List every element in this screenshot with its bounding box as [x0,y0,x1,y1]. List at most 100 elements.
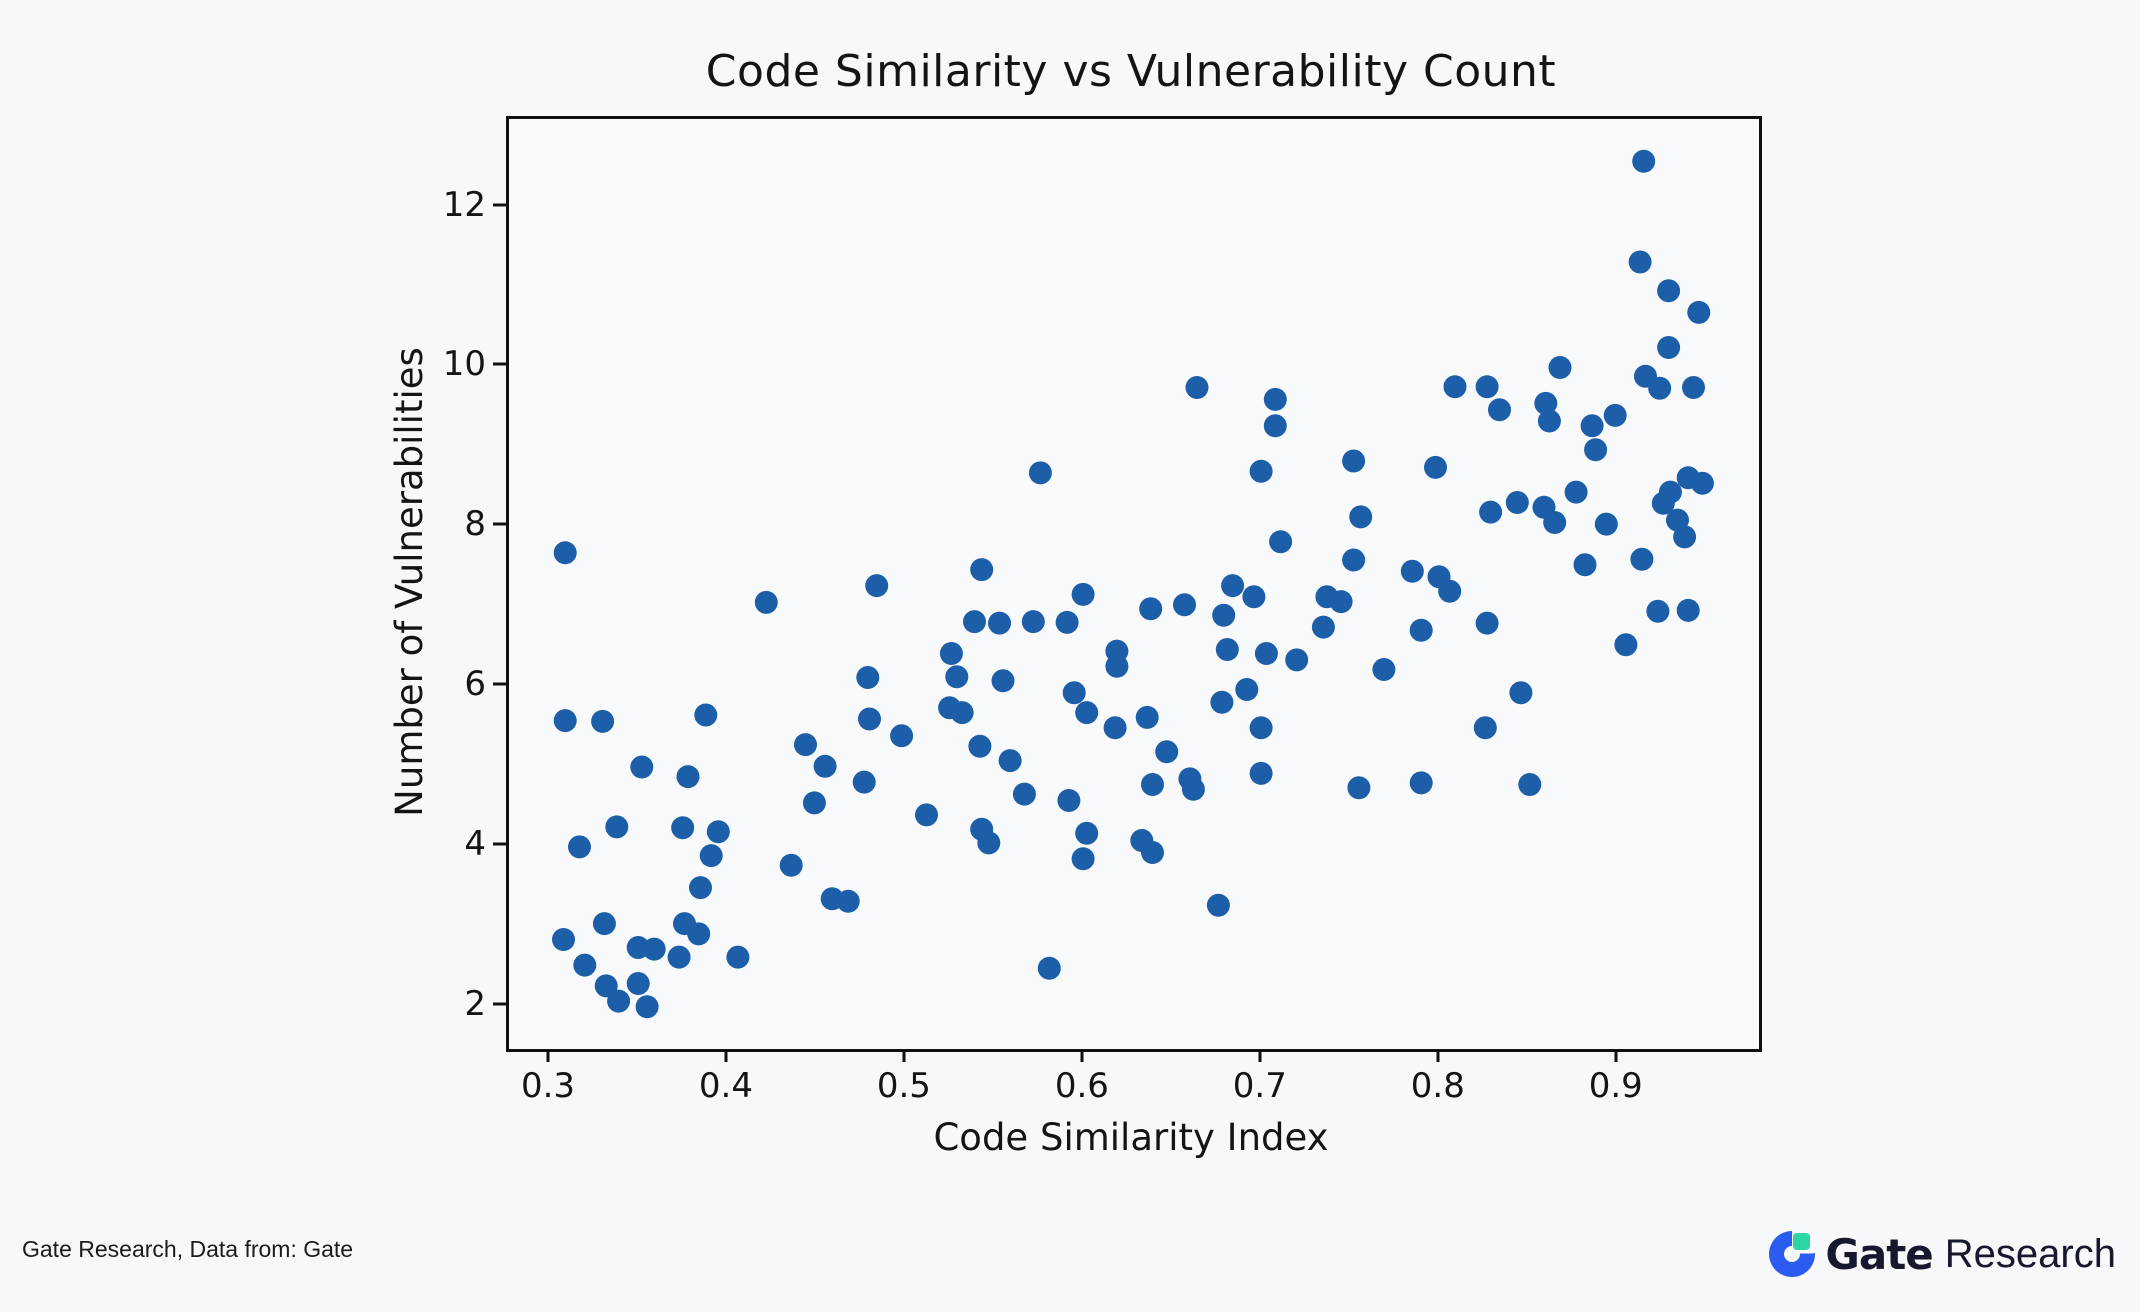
scatter-point [1242,585,1266,609]
scatter-point [667,945,691,969]
scatter-point [1181,777,1205,801]
y-tick-label: 8 [464,504,486,545]
scatter-point [1342,548,1366,572]
scatter-point [856,666,880,689]
scatter-point [1584,438,1608,462]
y-tick-mark [493,1002,506,1006]
scatter-point [1690,471,1714,495]
scatter-point [552,928,575,951]
scatter-point [1534,391,1558,415]
scatter-point [605,815,629,839]
scatter-point [1580,414,1604,438]
scatter-point [699,844,723,868]
scatter-point [915,803,938,827]
x-tick-label: 0.3 [520,1066,576,1106]
source-note: Gate Research, Data from: Gate [22,1236,354,1262]
gate-logo-hole [1784,1246,1801,1262]
y-tick-label: 2 [464,983,486,1024]
scatter-point [1342,449,1366,473]
scatter-point [1103,716,1127,740]
x-tick-mark [1080,1049,1084,1062]
scatter-point [1212,603,1236,627]
scatter-point [1062,681,1086,705]
x-tick-label: 0.9 [1588,1066,1643,1106]
scatter-point [1488,398,1511,422]
scatter-point [1155,740,1179,764]
y-tick-mark [493,522,506,526]
scatter-point [626,972,650,995]
scatter-point [836,889,860,913]
scatter-point [635,995,659,1019]
y-tick-mark [493,842,506,846]
gate-logo-icon [1769,1231,1816,1277]
scatter-point [1037,956,1061,980]
y-tick-mark [493,362,506,366]
scatter-point [1329,590,1353,614]
scatter-point [1235,678,1259,701]
scatter-point [1651,491,1675,515]
scatter-point [1603,403,1627,427]
scatter-point [1139,597,1163,621]
y-tick-label: 12 [442,184,486,225]
scatter-point [858,707,881,731]
scatter-point [726,945,750,969]
scatter-point [1687,300,1711,324]
scatter-point [1630,547,1654,571]
gate-research-logo: Gate Research [1769,1226,2116,1282]
scatter-point [1349,505,1373,529]
scatter-point [977,831,1001,855]
scatter-chart-figure: Code Similarity vs Vulnerability Count 0… [388,46,1762,1159]
scatter-point [671,816,695,840]
scatter-point [1657,336,1681,359]
scatter-point [1646,599,1670,623]
scatter-point [802,791,826,815]
scatter-point [1682,376,1705,399]
scatter-point [1475,375,1499,399]
scatter-point [1594,512,1618,536]
scatter-point [1263,414,1287,438]
scatter-point [1564,480,1588,504]
scatter-point [1400,559,1424,583]
x-axis-label: Code Similarity Index [933,1116,1329,1159]
scatter-point [1509,681,1533,705]
scatter-point [1263,387,1287,411]
scatter-point [1210,690,1234,714]
scatter-point [1409,618,1433,642]
x-tick-mark [724,1049,728,1062]
scatter-point [1269,530,1293,554]
scatter-point [1249,761,1273,785]
scatter-point [689,876,712,900]
footer: Gate Research, Data from: Gate Gate Rese… [0,1210,2140,1312]
scatter-point [1185,376,1209,399]
brand-name-bold: Gate [1825,1229,1933,1279]
scatter-point [1055,610,1079,634]
x-tick-label: 0.8 [1410,1066,1465,1106]
scatter-point [1347,776,1371,800]
scatter-point [1135,705,1159,729]
scatter-point [998,749,1022,773]
scatter-point [1254,642,1278,665]
scatter-point [1673,525,1697,549]
scatter-point [642,937,666,961]
scatter-point [1021,610,1045,634]
scatter-point [1676,598,1700,622]
y-tick-label: 10 [442,344,486,385]
scatter-point [1105,654,1129,678]
scatter-point [970,558,994,582]
y-tick-mark [493,203,506,207]
scatter-point [1473,716,1497,740]
scatter-point [963,610,986,634]
scatter-point [852,770,876,794]
scatter-point [694,703,718,727]
scatter-point [553,541,577,565]
scatter-point [687,922,711,946]
y-axis-label: Number of Vulnerabilities [388,347,431,817]
scatter-point [1173,593,1196,617]
scatter-point [1249,716,1273,740]
x-tick-label: 0.5 [876,1066,931,1106]
scatter-point [813,754,837,778]
scatter-point [1075,701,1099,725]
y-tick-mark [493,682,506,686]
scatter-point [991,669,1015,693]
scatter-point [945,665,969,689]
